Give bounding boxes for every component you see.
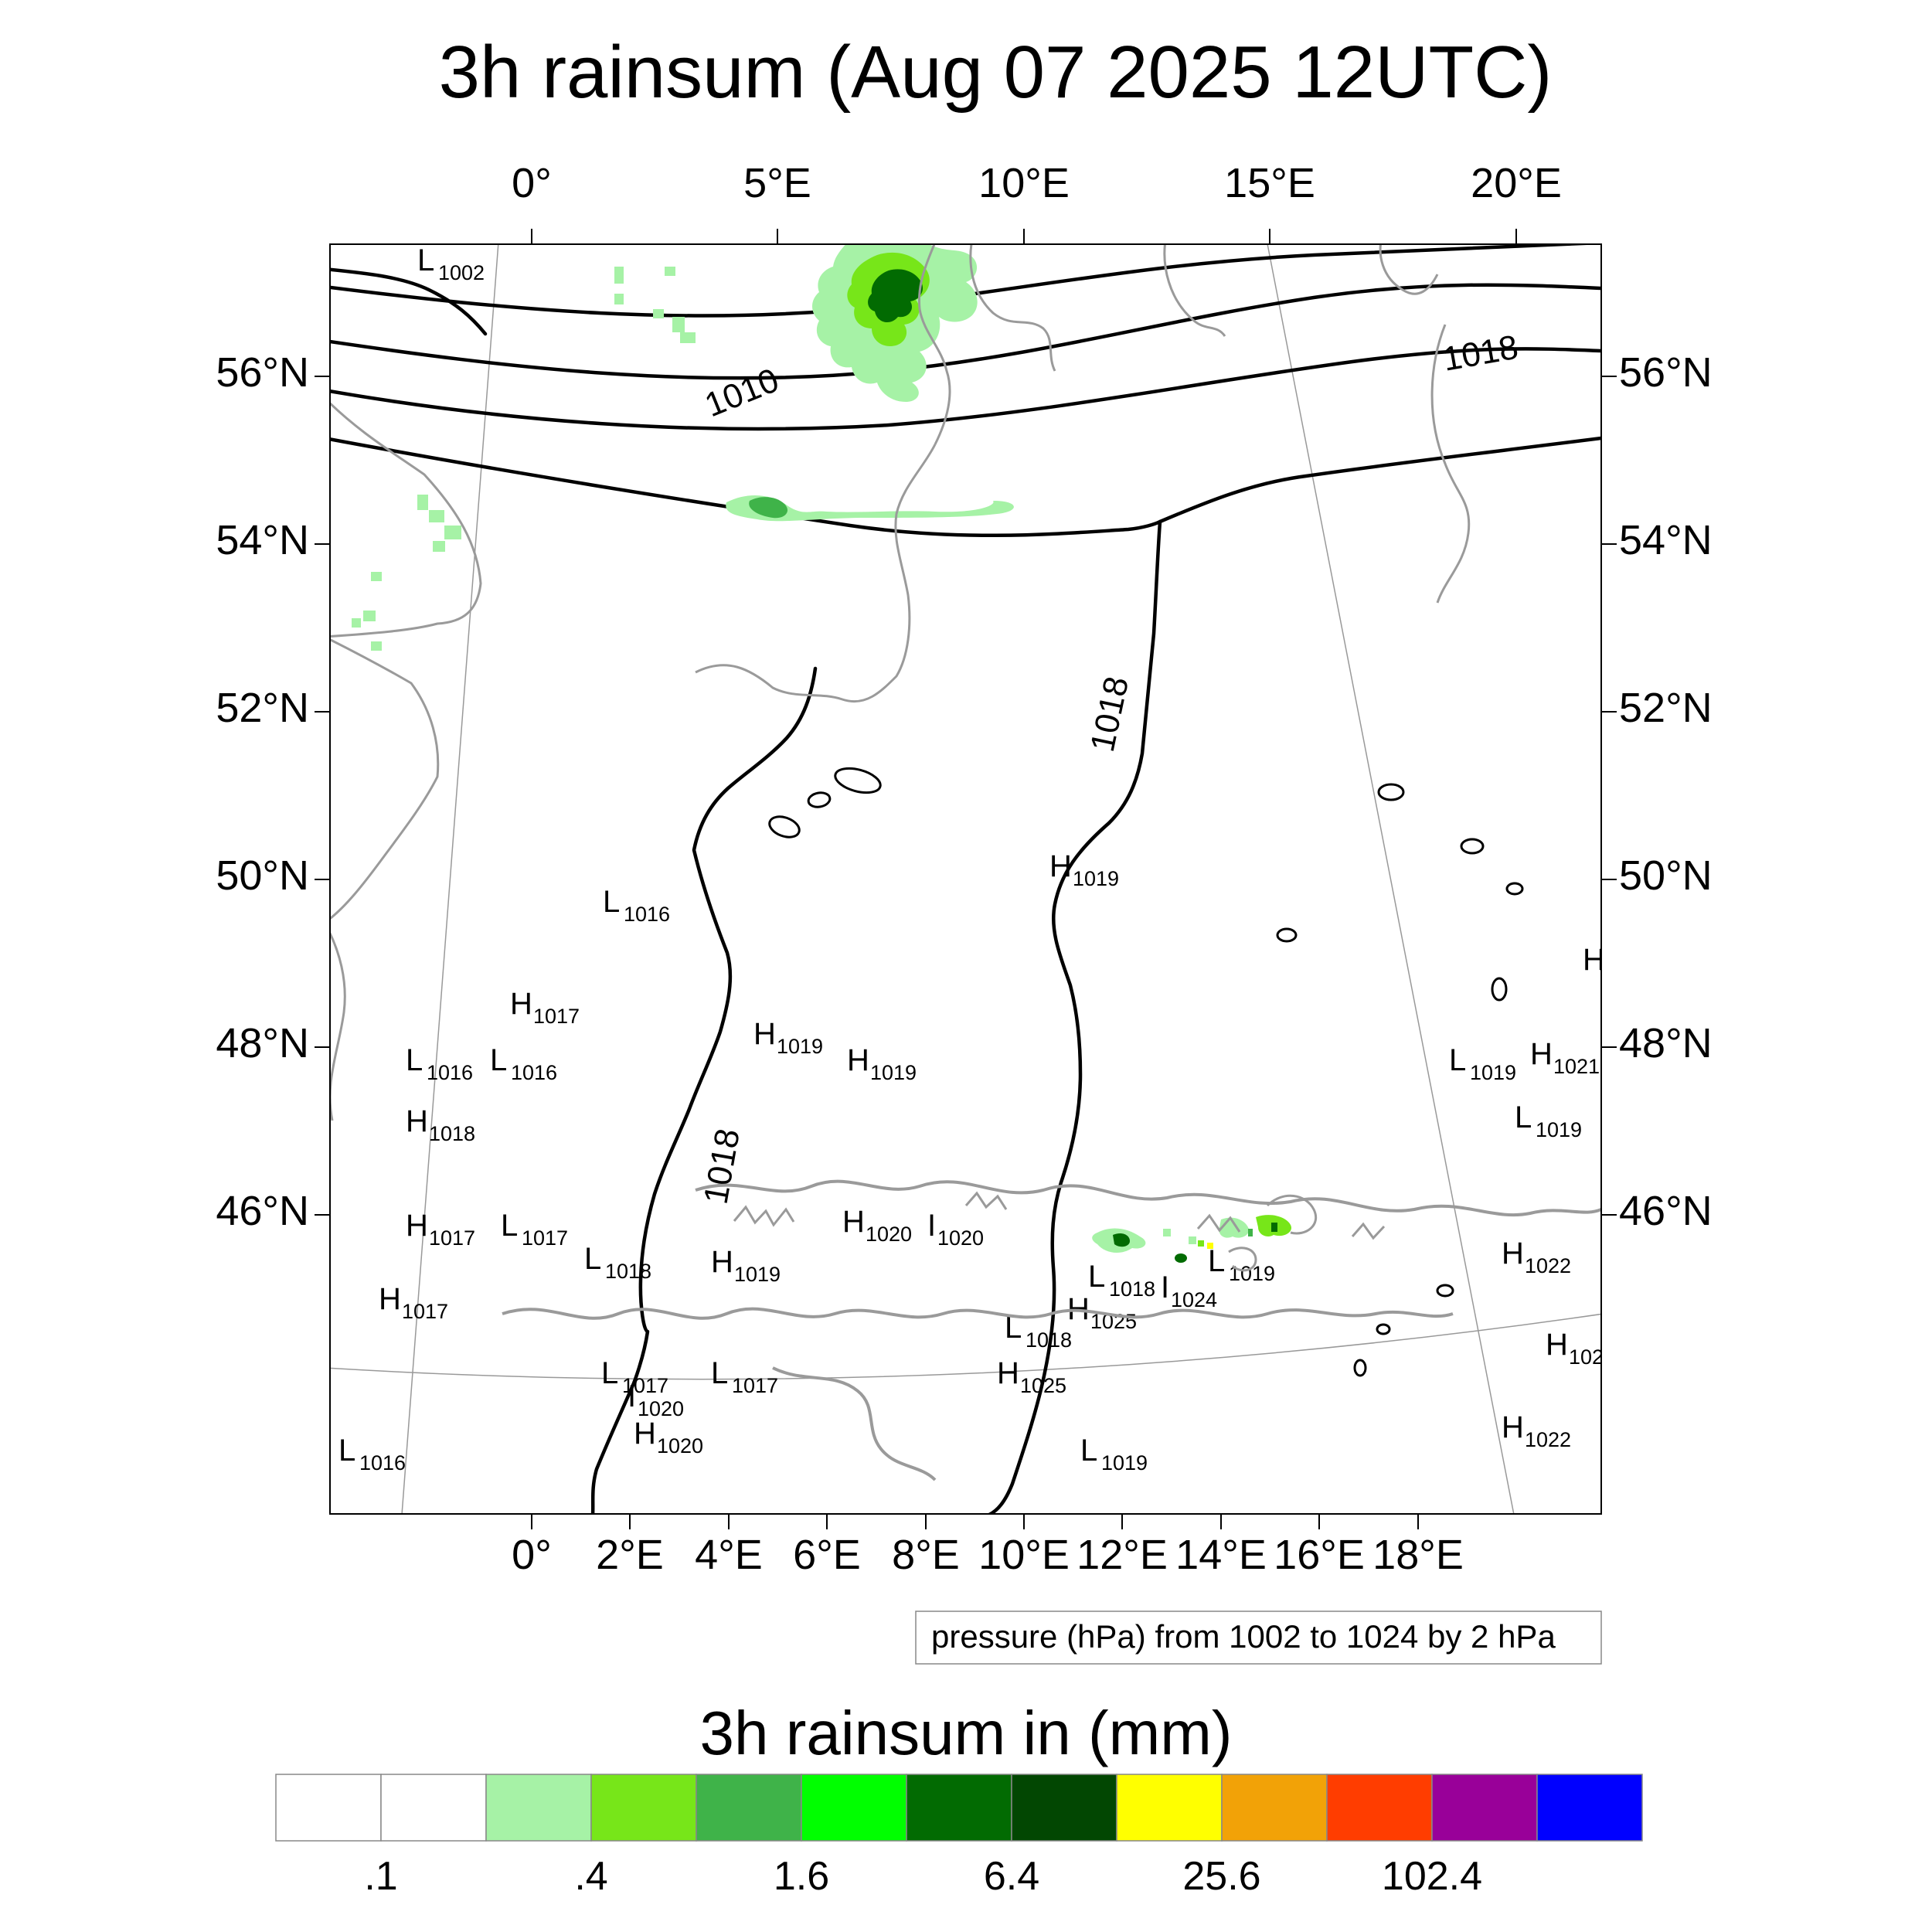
svg-text:1022: 1022 — [1525, 1254, 1571, 1277]
svg-text:1019: 1019 — [734, 1263, 781, 1286]
svg-text:1025: 1025 — [1020, 1374, 1066, 1397]
svg-text:4°E: 4°E — [695, 1532, 763, 1578]
svg-text:L: L — [1208, 1244, 1225, 1278]
svg-text:1017: 1017 — [429, 1226, 475, 1250]
svg-text:I: I — [1161, 1270, 1169, 1304]
svg-text:1016: 1016 — [427, 1061, 473, 1084]
svg-text:1018: 1018 — [605, 1260, 651, 1283]
svg-text:1019: 1019 — [777, 1035, 823, 1058]
svg-text:H: H — [1502, 1236, 1524, 1270]
svg-text:I: I — [628, 1379, 636, 1413]
svg-text:3h rainsum in (mm): 3h rainsum in (mm) — [699, 1699, 1232, 1767]
svg-text:1017: 1017 — [522, 1226, 568, 1250]
svg-text:0°: 0° — [512, 160, 552, 206]
svg-text:1017: 1017 — [402, 1300, 448, 1323]
svg-text:H: H — [753, 1017, 776, 1051]
svg-text:1016: 1016 — [511, 1061, 557, 1084]
svg-text:50°N: 50°N — [216, 852, 309, 899]
svg-text:1016: 1016 — [359, 1451, 406, 1475]
svg-text:1020: 1020 — [657, 1434, 703, 1458]
svg-text:H: H — [842, 1205, 865, 1239]
svg-text:L: L — [417, 243, 434, 277]
svg-text:1.6: 1.6 — [774, 1854, 829, 1899]
svg-text:1018: 1018 — [1109, 1277, 1155, 1301]
svg-text:H: H — [1502, 1410, 1524, 1444]
svg-text:.4: .4 — [574, 1854, 607, 1899]
svg-text:L: L — [338, 1434, 355, 1468]
svg-text:1019: 1019 — [1101, 1451, 1148, 1475]
svg-text:pressure (hPa) from 1002 to 10: pressure (hPa) from 1002 to 1024 by 2 hP… — [931, 1618, 1556, 1655]
svg-text:56°N: 56°N — [1619, 349, 1713, 396]
svg-text:25.6: 25.6 — [1182, 1854, 1260, 1899]
svg-text:46°N: 46°N — [1619, 1188, 1713, 1234]
svg-text:H: H — [997, 1356, 1019, 1390]
svg-text:H: H — [634, 1417, 656, 1451]
svg-text:H: H — [406, 1209, 428, 1243]
svg-text:L: L — [711, 1356, 728, 1390]
svg-text:H: H — [379, 1282, 401, 1316]
svg-text:2°E: 2°E — [596, 1532, 664, 1578]
svg-text:1019: 1019 — [1536, 1118, 1582, 1141]
svg-text:L: L — [1080, 1434, 1097, 1468]
svg-text:52°N: 52°N — [216, 685, 309, 731]
svg-text:1019: 1019 — [1229, 1262, 1275, 1285]
svg-text:L: L — [406, 1043, 423, 1077]
svg-text:H: H — [711, 1245, 733, 1279]
svg-text:56°N: 56°N — [216, 349, 309, 396]
svg-text:L: L — [1088, 1260, 1105, 1294]
svg-text:H: H — [847, 1043, 869, 1077]
svg-text:46°N: 46°N — [216, 1188, 309, 1234]
svg-text:12°E: 12°E — [1077, 1532, 1168, 1578]
svg-text:H: H — [1049, 849, 1072, 883]
svg-text:6.4: 6.4 — [984, 1854, 1039, 1899]
svg-text:15°E: 15°E — [1224, 160, 1315, 206]
svg-text:1019: 1019 — [870, 1061, 917, 1084]
svg-text:50°N: 50°N — [1619, 852, 1713, 899]
svg-text:1018: 1018 — [429, 1122, 475, 1145]
svg-text:1021: 1021 — [1553, 1055, 1600, 1078]
svg-text:102.4: 102.4 — [1382, 1854, 1482, 1899]
svg-text:1022: 1022 — [1525, 1428, 1571, 1451]
svg-text:1020: 1020 — [866, 1223, 912, 1246]
svg-text:0°: 0° — [512, 1532, 552, 1578]
svg-text:L: L — [603, 885, 620, 919]
svg-text:102: 102 — [1569, 1345, 1604, 1369]
svg-text:1019: 1019 — [1470, 1061, 1516, 1084]
svg-text:1016: 1016 — [624, 903, 670, 926]
svg-text:L: L — [490, 1043, 507, 1077]
svg-text:1024: 1024 — [1171, 1288, 1217, 1311]
svg-text:L: L — [601, 1356, 618, 1390]
svg-text:54°N: 54°N — [216, 517, 309, 563]
svg-text:1019: 1019 — [1073, 867, 1119, 890]
svg-text:14°E: 14°E — [1175, 1532, 1267, 1578]
svg-text:H: H — [510, 987, 532, 1021]
svg-text:.1: .1 — [364, 1854, 397, 1899]
svg-text:1020: 1020 — [937, 1226, 984, 1250]
svg-text:1017: 1017 — [732, 1374, 778, 1397]
svg-text:H: H — [1530, 1037, 1553, 1071]
svg-text:L: L — [584, 1242, 601, 1276]
svg-text:L: L — [501, 1209, 518, 1243]
svg-text:48°N: 48°N — [1619, 1020, 1713, 1066]
svg-text:48°N: 48°N — [216, 1020, 309, 1066]
svg-text:20°E: 20°E — [1471, 160, 1562, 206]
svg-text:L: L — [1515, 1100, 1532, 1134]
svg-text:52°N: 52°N — [1619, 685, 1713, 731]
svg-text:54°N: 54°N — [1619, 517, 1713, 563]
svg-text:1002: 1002 — [438, 261, 485, 284]
svg-text:3h rainsum (Aug 07 2025 12UTC): 3h rainsum (Aug 07 2025 12UTC) — [439, 31, 1553, 114]
svg-text:1018: 1018 — [1026, 1328, 1072, 1352]
svg-text:10°E: 10°E — [978, 1532, 1070, 1578]
svg-text:16°E: 16°E — [1274, 1532, 1365, 1578]
svg-text:10°E: 10°E — [978, 160, 1070, 206]
svg-text:6°E: 6°E — [793, 1532, 861, 1578]
svg-text:8°E: 8°E — [892, 1532, 960, 1578]
svg-text:H: H — [406, 1104, 428, 1138]
svg-text:5°E: 5°E — [743, 160, 811, 206]
svg-text:L: L — [1449, 1043, 1466, 1077]
svg-text:18°E: 18°E — [1372, 1532, 1464, 1578]
svg-text:I: I — [927, 1209, 936, 1243]
svg-text:1017: 1017 — [533, 1005, 580, 1028]
svg-text:H: H — [1546, 1328, 1568, 1362]
